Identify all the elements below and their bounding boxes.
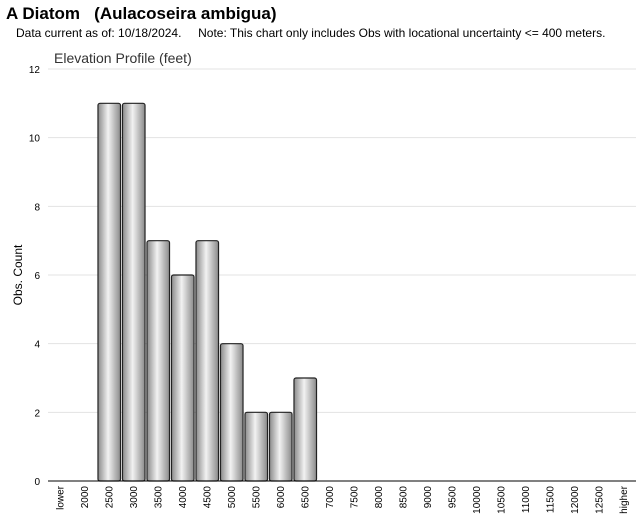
grid-lines: [48, 68, 636, 413]
bar-6000: [268, 411, 293, 482]
x-tick-label: 6500: [300, 486, 311, 509]
page-title: A Diatom (Aulacoseira ambigua): [6, 4, 277, 23]
x-tick-label: 8000: [374, 486, 385, 509]
x-tick-label: lower: [55, 485, 66, 510]
y-tick-label: 6: [34, 271, 40, 282]
x-tick-label: 7000: [325, 486, 336, 509]
x-tick-label: 2500: [104, 486, 115, 509]
bar-5500: [244, 411, 269, 482]
y-tick-label: 0: [34, 477, 40, 488]
x-tick-label: 11000: [521, 486, 532, 514]
bar-6500: [293, 377, 318, 482]
y-tick-label: 8: [34, 202, 40, 213]
x-tick-label: 5000: [227, 486, 238, 509]
x-tick-label: 8500: [398, 486, 409, 509]
x-tick-label: 7500: [349, 486, 360, 509]
x-tick-label: 2000: [80, 486, 91, 509]
data-note: Data current as of: 10/18/2024. Note: Th…: [16, 26, 606, 40]
x-tick-label: higher: [619, 485, 630, 513]
x-tick-label: 6000: [276, 486, 287, 509]
x-tick-label: 10000: [472, 486, 483, 514]
x-tick-label: 3000: [129, 486, 140, 509]
x-tick-label: 9500: [447, 486, 458, 509]
bar-5000: [219, 343, 244, 482]
x-tick-label: 9000: [423, 486, 434, 509]
x-tick-label: 5500: [251, 486, 262, 509]
x-tick-label: 12000: [570, 486, 581, 514]
bar-4000: [170, 274, 195, 482]
axes: 0 2 4 6 8 10 12 lower 2000 2500 3000 3500 4000 4500 50…: [29, 65, 636, 514]
x-tick-label: 12500: [594, 486, 605, 514]
x-tick-label: 4500: [202, 486, 213, 509]
bar-2500: [97, 102, 122, 482]
chart-title: Elevation Profile (feet): [54, 50, 192, 66]
y-tick-label: 12: [29, 65, 41, 76]
y-axis-label: Obs. Count: [11, 244, 25, 305]
x-tick-label: 11500: [545, 486, 556, 514]
bar-3500: [146, 240, 171, 482]
y-tick-label: 2: [34, 408, 40, 419]
y-tick-label: 10: [29, 134, 41, 145]
bar-4500: [195, 240, 220, 482]
x-tick-label: 10500: [496, 486, 507, 514]
bar-3000: [121, 102, 146, 482]
bars: [97, 102, 318, 482]
x-tick-label: 3500: [153, 486, 164, 509]
x-tick-label: 4000: [178, 486, 189, 509]
y-tick-label: 4: [34, 340, 40, 351]
